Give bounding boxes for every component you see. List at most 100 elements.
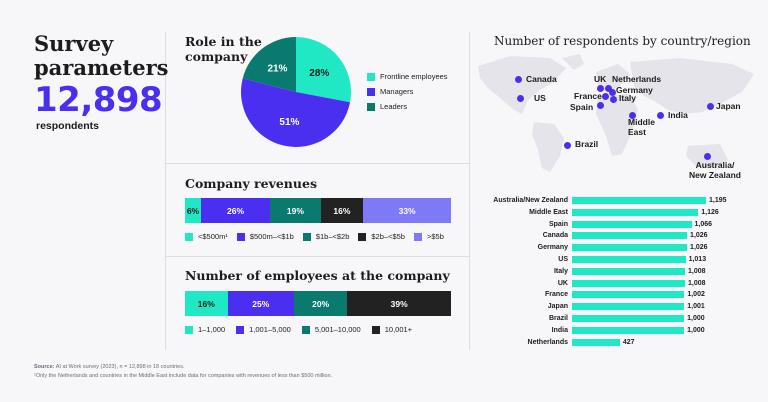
map-label: Middle East [628,117,655,137]
country-label: France [545,291,568,299]
pie-slice-frontline-employees [296,37,351,103]
legend-item: $500m–<$1b [236,232,294,241]
map-marker [629,112,636,119]
footer-note: ¹Only the Netherlands and countries in t… [34,373,333,379]
country-label: Germany [537,244,568,252]
role-legend: Frontline employees Managers Leaders [367,69,448,114]
legend-item: 5,001–10,000 [301,325,361,334]
revenues-legend: <$500m¹ $500m–<$1b $1b–<$2b $2b–<$5b >$5b [185,232,444,241]
country-label: Australia/New Zealand [493,197,568,204]
legend-swatch [413,232,422,241]
footer-source-label: Source: [34,364,55,370]
bar-segment: 16% [320,198,364,223]
bar-segment: 39% [347,291,451,316]
map-marker [707,103,714,110]
country-label: Canada [542,232,568,240]
map-marker [597,102,604,109]
bar-segment: 25% [227,291,295,316]
country-value: 1,013 [688,256,707,263]
map-marker [517,95,524,102]
legend-item: 1–1,000 [185,325,225,334]
map-label: Canada [526,74,557,84]
country-label: Italy [553,267,568,275]
country-bar [572,315,685,322]
legend-item: 10,001+ [371,325,412,334]
country-bar-chart: Australia/New Zealand 1,195 Middle East 1,1… [476,194,740,350]
country-bar [572,303,685,311]
map-label: US [534,93,546,103]
country-bar [572,256,686,263]
country-bar [572,197,706,204]
bar-segment: 6% [185,198,201,223]
country-value: 1,008 [688,267,706,275]
employees-title: Number of employees at the company [185,268,450,283]
country-bar [572,326,685,334]
legend-swatch [236,232,245,241]
country-value: 1,002 [687,291,705,299]
country-bar [572,291,685,299]
world-map [478,54,754,172]
country-value: 1,026 [690,244,708,252]
legend-frontline-label: Frontline employees [380,72,448,81]
map-marker [610,96,617,103]
legend-swatch [371,325,380,334]
map-marker [657,112,664,119]
legend-item: <$500m¹ [185,232,228,241]
country-label: Brazil [548,315,568,322]
map-marker [564,142,571,149]
bar-segment: 19% [270,198,321,223]
country-label: Middle East [529,208,568,216]
legend-label: 1–1,000 [198,325,226,334]
legend-label: >$5b [426,232,444,241]
world-map-landmass [478,54,754,172]
map-marker [515,76,522,83]
legend-item: 1,001–5,000 [236,325,291,334]
country-label: Netherlands [527,338,568,346]
country-bar [572,267,686,275]
pie-label: 51% [279,117,299,128]
map-overlay: Canada US UK Netherlands Germany France Italy S… [470,52,768,192]
role-pie-chart: 28% 51% 21% [240,37,351,148]
legend-label: <$500m¹ [198,232,228,241]
country-bar [572,232,688,240]
country-bar [572,208,699,216]
map-label: India [668,110,688,120]
map-label: Netherlands [612,74,662,84]
legend-leaders-swatch [367,102,375,111]
pie-label: 28% [309,68,329,79]
legend-frontline-swatch [367,72,375,81]
map-label: Brazil [575,139,599,149]
bar-segment: 20% [294,291,348,316]
legend-label: $1b–<$2b [315,232,350,241]
bar-segment: 26% [200,198,271,223]
map-label: Italy [619,93,637,103]
map-label: UK [594,74,607,84]
country-value: 1,066 [694,220,713,228]
pie-label: 21% [267,64,287,75]
revenues-title: Company revenues [185,176,317,191]
country-label: Japan [547,303,568,311]
map-label: Japan [716,101,741,111]
role-title-line1: Role in the [185,34,262,49]
role-title-line2: company [185,49,248,64]
legend-managers-label: Managers [380,87,414,96]
country-label: Spain [548,220,568,228]
country-bar [572,220,692,228]
legend-label: $2b–<$5b [371,232,405,241]
divider-right [469,32,470,350]
revenues-bar: 6% 26% 19% 16% 33% [185,198,451,223]
footer-source-text: AI at Work survey (2023), n = 12,898 in … [55,364,185,370]
survey-title: Survey parameters [34,32,169,80]
employees-legend: 1–1,000 1,001–5,000 5,001–10,000 10,001+ [185,325,412,334]
divider-mid-1 [165,163,469,164]
country-label: India [551,326,568,334]
respondent-label: respondents [36,120,100,132]
map-marker [605,85,612,92]
divider-mid-2 [165,256,469,257]
bar-segment: 33% [363,198,451,223]
legend-label: $500m–<$1b [249,232,294,241]
map-marker [609,89,616,96]
map-title: Number of respondents by country/region [494,34,751,48]
country-value: 1,126 [701,208,719,216]
legend-leaders: Leaders [367,99,448,114]
